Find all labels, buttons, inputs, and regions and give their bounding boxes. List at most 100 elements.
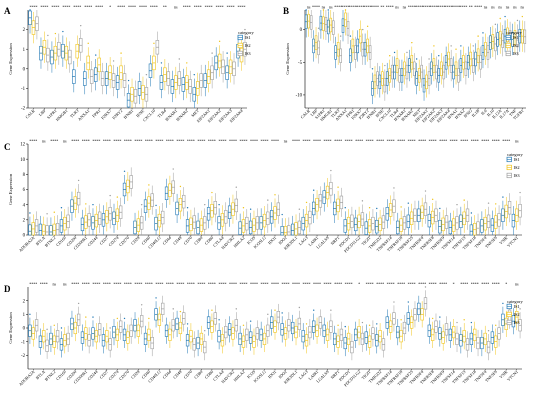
- outlier-point: [438, 55, 440, 57]
- outlier-point: [29, 313, 31, 316]
- x-tick-label: LBP: [38, 108, 47, 117]
- outlier-point: [393, 51, 396, 54]
- significance-label: ****: [459, 5, 467, 10]
- x-tick-label: TLR4: [156, 108, 167, 119]
- legend-label: IS2: [514, 312, 520, 317]
- outlier-point: [472, 45, 474, 47]
- outlier-point: [140, 304, 143, 306]
- significance-label: ****: [364, 5, 372, 10]
- significance-label: ****: [92, 139, 100, 144]
- x-tick-label: CD86: [204, 235, 215, 246]
- x-tick-label: MET: [412, 108, 422, 118]
- significance-label: ns: [513, 5, 517, 10]
- significance-label: ****: [239, 282, 247, 287]
- outlier-point: [487, 330, 490, 332]
- box-is2: [42, 224, 46, 236]
- outlier-point: [281, 213, 283, 216]
- y-tick-label: 4: [23, 203, 26, 208]
- significance-label: ****: [460, 139, 468, 144]
- significance-label: ****: [471, 282, 479, 287]
- significance-label: ****: [95, 5, 103, 10]
- y-tick-label: 0: [23, 67, 26, 72]
- outlier-point: [218, 203, 220, 206]
- outlier-point: [249, 320, 252, 322]
- outlier-point: [463, 199, 465, 201]
- legend-label: IS2: [514, 165, 520, 170]
- significance-label: ns: [284, 139, 288, 144]
- significance-label: ns: [52, 282, 56, 287]
- legend-title: category: [507, 152, 524, 157]
- outlier-point: [376, 323, 378, 325]
- significance-label: ****: [445, 5, 453, 10]
- outlier-point: [29, 212, 31, 214]
- y-tick-label: 0: [23, 327, 26, 332]
- significance-label: ****: [197, 282, 205, 287]
- outlier-point: [211, 191, 213, 194]
- x-tick-label: IFNB1: [122, 108, 134, 120]
- outlier-point: [123, 170, 126, 172]
- outlier-point: [339, 35, 342, 37]
- outlier-point: [95, 54, 97, 56]
- outlier-point: [337, 186, 339, 188]
- significance-label: ****: [229, 282, 237, 287]
- significance-label: ****: [345, 282, 353, 287]
- outlier-point: [204, 330, 206, 332]
- x-tick-label: LAIR1: [307, 235, 319, 247]
- x-tick-label: CD40: [140, 369, 151, 380]
- x-tick-label: CD27: [98, 235, 109, 246]
- significance-label: ****: [437, 5, 445, 10]
- outlier-point: [53, 324, 55, 326]
- outlier-point: [477, 35, 479, 37]
- x-tick-label: CD276: [118, 235, 130, 247]
- significance-label: ****: [40, 5, 48, 10]
- x-tick-label: CD86: [204, 369, 215, 380]
- outlier-point: [226, 52, 228, 54]
- x-tick-label: IDO1: [267, 235, 277, 245]
- outlier-point: [384, 64, 386, 67]
- significance-label: ****: [303, 282, 311, 287]
- y-tick-label: -2: [21, 107, 26, 112]
- significance-label: ns: [521, 5, 525, 10]
- x-tick-label: LAG3: [298, 235, 309, 246]
- significance-label: *: [505, 282, 507, 287]
- outlier-point: [179, 185, 182, 188]
- significance-label: ****: [82, 282, 90, 287]
- x-tick-label: IFNE: [135, 108, 145, 118]
- significance-label: ****: [73, 5, 81, 10]
- outlier-point: [368, 324, 371, 326]
- outlier-point: [433, 45, 435, 47]
- outlier-point: [109, 327, 111, 329]
- x-tick-label: TNFSF9: [484, 369, 498, 383]
- significance-label: ****: [324, 282, 332, 287]
- significance-label: ****: [260, 139, 268, 144]
- y-axis-label: Gene Expression: [8, 312, 13, 344]
- y-tick-label: 1: [23, 313, 26, 318]
- outlier-point: [406, 51, 408, 54]
- significance-label: ns: [491, 5, 495, 10]
- significance-label: ****: [474, 5, 482, 10]
- outlier-point: [361, 200, 364, 202]
- x-tick-label: CD48: [172, 235, 183, 246]
- x-tick-label: HHLA2: [232, 235, 245, 248]
- significance-label: ****: [371, 5, 379, 10]
- significance-label: ****: [342, 5, 350, 10]
- panel-letter: C: [4, 142, 11, 152]
- significance-label: ****: [197, 139, 205, 144]
- x-tick-label: ADORA2A: [18, 235, 36, 253]
- outlier-point: [327, 9, 329, 11]
- significance-label: ****: [439, 139, 447, 144]
- outlier-point: [376, 207, 378, 210]
- outlier-point: [415, 58, 418, 60]
- outlier-point: [242, 324, 245, 326]
- outlier-point: [504, 15, 506, 18]
- x-tick-label: CALR: [24, 108, 36, 120]
- significance-label: ****: [62, 5, 70, 10]
- outlier-point: [179, 310, 182, 313]
- panel-c: C Gene Expression 0 2 4 6 8 10 12 ADORA2A **** BTLA…: [4, 139, 524, 254]
- significance-label: ****: [84, 5, 92, 10]
- outlier-point: [77, 179, 80, 182]
- outlier-point: [521, 15, 524, 18]
- outlier-point: [172, 308, 174, 310]
- x-tick-label: IFNA1: [446, 108, 458, 120]
